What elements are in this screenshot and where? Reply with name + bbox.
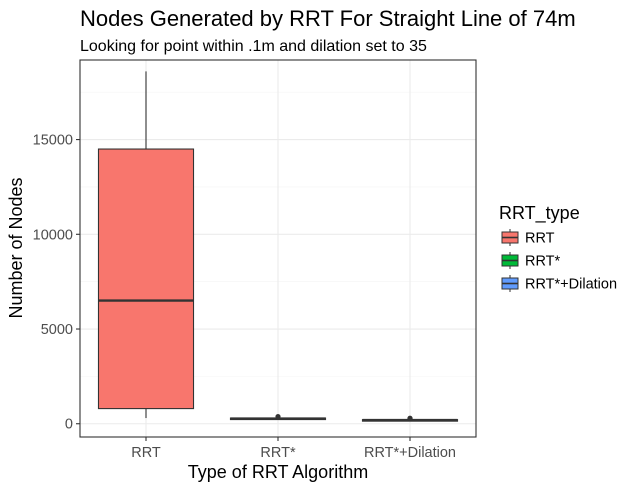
y-axis-title: Number of Nodes	[6, 177, 26, 318]
x-tick-label: RRT	[131, 445, 161, 461]
legend-title: RRT_type	[499, 203, 580, 224]
legend: RRT_type RRT RRT* RRT*+Dilation	[499, 203, 617, 293]
legend-label: RRT*+Dilation	[525, 277, 617, 293]
boxes	[97, 71, 459, 422]
x-axis: RRT RRT* RRT*+Dilation	[131, 437, 456, 461]
x-axis-title: Type of RRT Algorithm	[188, 462, 368, 482]
legend-key	[501, 252, 519, 269]
legend-key	[501, 275, 519, 292]
box-rrt-	[229, 413, 327, 421]
y-tick-label: 5000	[41, 322, 73, 338]
y-tick-label: 15000	[33, 133, 73, 149]
x-tick-label: RRT*	[260, 445, 296, 461]
box-body	[97, 148, 195, 410]
legend-key	[501, 229, 519, 246]
y-axis: 0 5000 10000 15000	[33, 133, 80, 433]
y-tick-label: 0	[65, 417, 73, 433]
legend-label: RRT*	[525, 254, 561, 270]
box-rrt	[97, 71, 195, 419]
x-tick-label: RRT*+Dilation	[364, 445, 456, 461]
outlier-point	[407, 415, 413, 421]
box-rrt-dilation	[361, 415, 459, 422]
legend-label: RRT	[525, 231, 555, 247]
chart-subtitle: Looking for point within .1m and dilatio…	[80, 38, 427, 55]
chart-title: Nodes Generated by RRT For Straight Line…	[80, 6, 576, 31]
y-tick-label: 10000	[33, 227, 73, 243]
outlier-point	[275, 413, 281, 420]
